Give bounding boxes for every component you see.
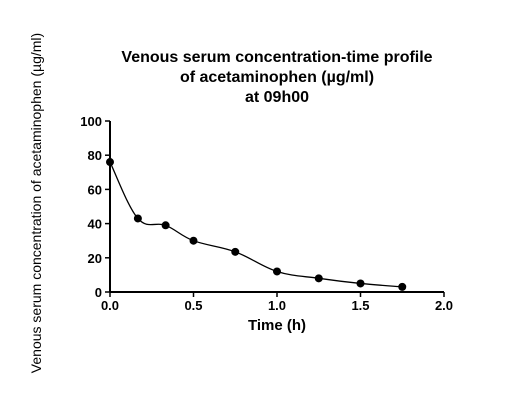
y-tick-label: 80 [88, 148, 102, 163]
x-axis-ticks: 0.0 0.5 1.0 1.5 2.0 [101, 292, 453, 313]
data-point [273, 267, 281, 276]
x-tick-label: 1.0 [268, 298, 286, 313]
x-tick-label: 2.0 [435, 298, 453, 313]
data-point [161, 221, 170, 230]
y-axis-label: Venous serum concentration of acetaminop… [28, 33, 44, 373]
data-point [314, 274, 323, 283]
y-tick-label: 20 [88, 251, 102, 266]
chart-title-line-3: at 09h00 [245, 89, 309, 106]
data-point [231, 247, 240, 256]
y-tick-label: 0 [95, 285, 102, 300]
data-point [398, 282, 407, 291]
x-tick-label: 0.5 [184, 298, 202, 313]
chart-title-line-1: Venous serum concentration-time profile [121, 49, 432, 66]
data-series [106, 158, 407, 291]
x-tick-label: 1.5 [351, 298, 369, 313]
x-axis-label: Time (h) [248, 317, 306, 334]
y-tick-label: 100 [80, 114, 102, 129]
data-point [189, 236, 198, 245]
chart-title: Venous serum concentration-time profile … [121, 49, 432, 106]
x-tick-label: 0.0 [101, 298, 119, 313]
y-tick-label: 40 [88, 217, 102, 232]
y-axis-ticks: 0 20 40 60 80 100 [80, 114, 110, 300]
series-line [109, 161, 403, 288]
chart-title-line-2: of acetaminophen (µg/ml) [180, 69, 374, 86]
data-point [133, 214, 142, 223]
y-tick-label: 60 [88, 182, 102, 197]
data-point [356, 279, 365, 288]
data-point [106, 158, 114, 167]
